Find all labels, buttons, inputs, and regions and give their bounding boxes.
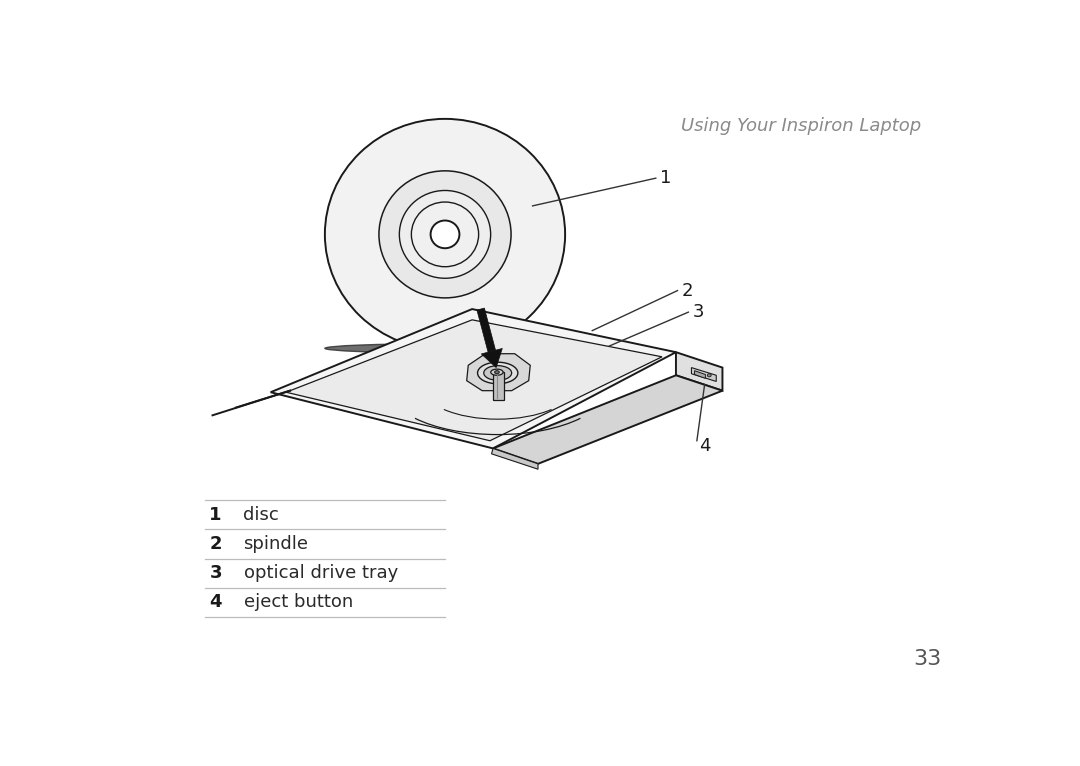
Text: 2: 2	[210, 535, 221, 553]
Ellipse shape	[477, 362, 517, 384]
Text: 33: 33	[913, 649, 941, 669]
Text: 4: 4	[210, 594, 221, 611]
Text: 3: 3	[692, 303, 704, 321]
Polygon shape	[491, 448, 538, 470]
Polygon shape	[676, 352, 723, 391]
Text: optical drive tray: optical drive tray	[243, 565, 397, 582]
Polygon shape	[286, 320, 662, 440]
Polygon shape	[494, 372, 504, 400]
Ellipse shape	[325, 119, 565, 350]
Polygon shape	[482, 349, 502, 368]
Text: 1: 1	[660, 169, 671, 187]
Text: 2: 2	[681, 282, 693, 300]
Ellipse shape	[707, 374, 712, 377]
Text: disc: disc	[243, 506, 280, 524]
Polygon shape	[271, 309, 676, 448]
Polygon shape	[494, 375, 723, 464]
Ellipse shape	[379, 171, 511, 298]
Ellipse shape	[495, 371, 499, 374]
Ellipse shape	[431, 221, 459, 248]
Text: spindle: spindle	[243, 535, 309, 553]
Text: 4: 4	[699, 437, 711, 455]
Polygon shape	[477, 308, 496, 352]
Ellipse shape	[400, 191, 490, 278]
Ellipse shape	[411, 202, 478, 267]
Ellipse shape	[325, 344, 565, 353]
Text: 1: 1	[210, 506, 221, 524]
Text: 3: 3	[210, 565, 221, 582]
Ellipse shape	[490, 369, 503, 375]
Text: eject button: eject button	[243, 594, 353, 611]
Polygon shape	[691, 368, 716, 381]
Polygon shape	[467, 354, 530, 391]
Ellipse shape	[484, 365, 512, 380]
Polygon shape	[694, 371, 705, 378]
Text: Using Your Inspiron Laptop: Using Your Inspiron Laptop	[681, 116, 921, 135]
